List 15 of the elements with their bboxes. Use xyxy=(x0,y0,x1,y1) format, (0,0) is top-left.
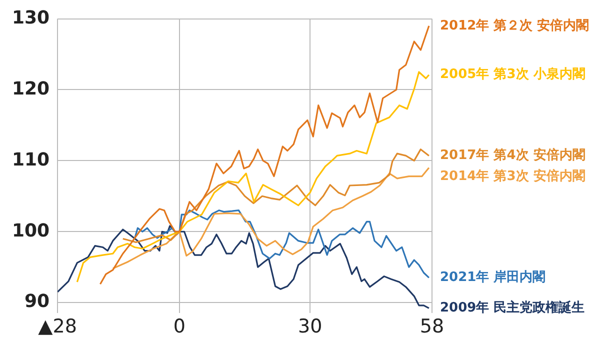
x-tick-label: ▲28 xyxy=(38,316,77,338)
series-label: 2012年 第２次 安倍内閣 xyxy=(440,17,590,34)
y-tick-label: 100 xyxy=(12,220,50,242)
x-tick-label: 30 xyxy=(298,316,322,338)
y-tick-label: 130 xyxy=(12,7,50,28)
y-tick-label: 90 xyxy=(24,291,50,312)
series-label: 2014年 第3次 安倍内閣 xyxy=(440,168,586,184)
x-tick-label: 58 xyxy=(420,316,444,338)
y-tick-label: 110 xyxy=(12,149,50,170)
series-label: 2021年 岸田内閣 xyxy=(440,270,546,286)
series-label: 2009年 民主党政権誕生 xyxy=(440,300,585,316)
x-tick-label: 0 xyxy=(173,316,186,338)
y-tick-label: 120 xyxy=(12,78,50,100)
series-label: 2005年 第3次 小泉内閣 xyxy=(440,67,586,82)
series-label: 2017年 第4次 安倍内閣 xyxy=(440,147,586,164)
